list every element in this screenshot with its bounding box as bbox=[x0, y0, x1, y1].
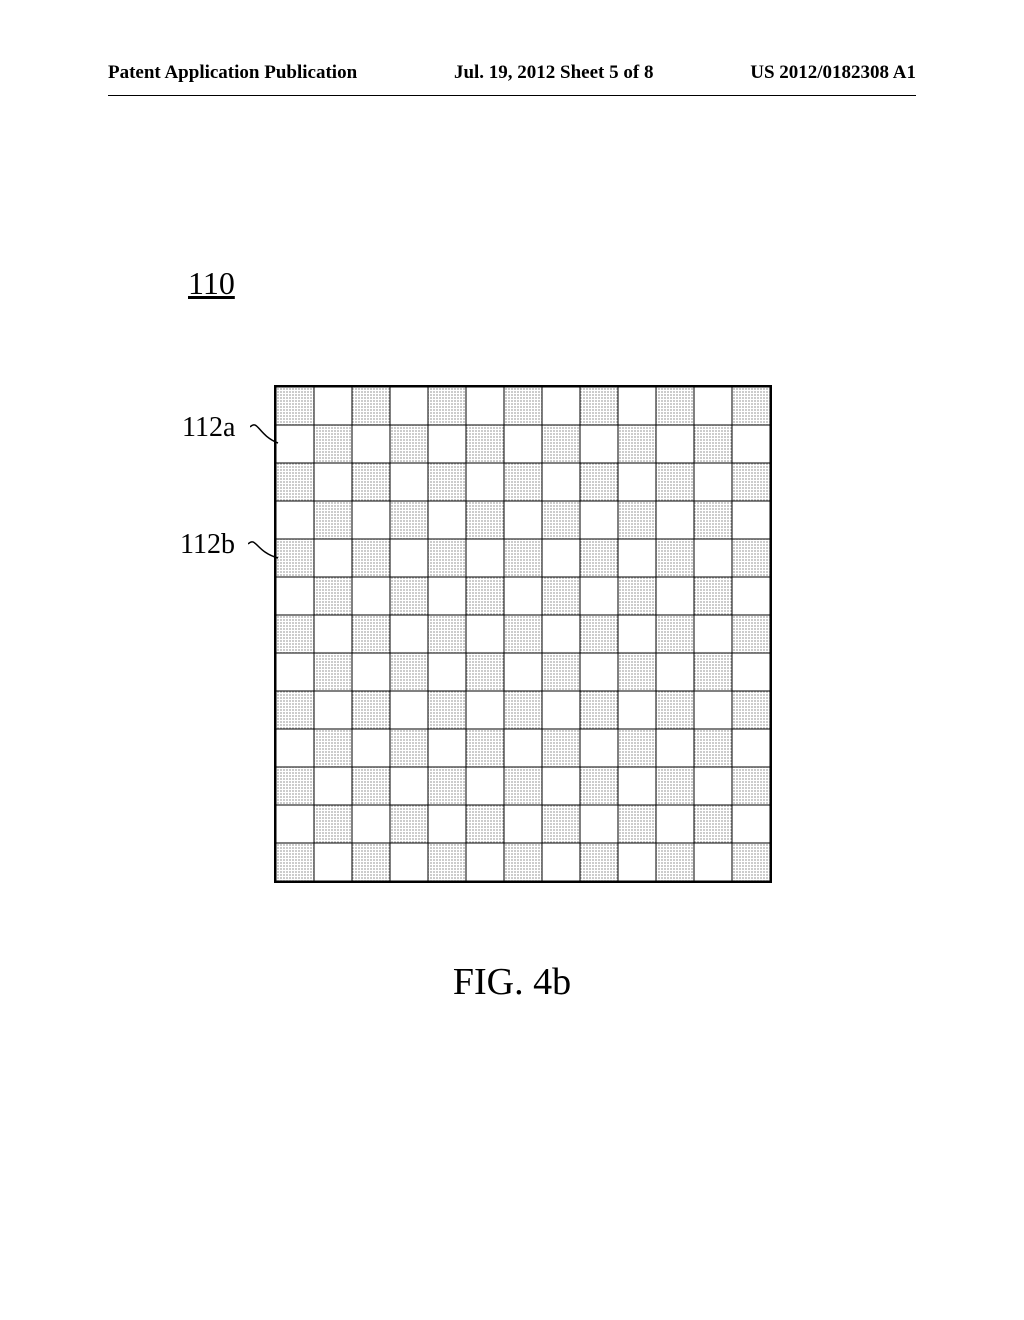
header-center: Jul. 19, 2012 Sheet 5 of 8 bbox=[454, 62, 654, 84]
label-112a: 112a bbox=[182, 412, 235, 444]
lead-line-112a bbox=[250, 415, 290, 455]
figure-caption: FIG. 4b bbox=[0, 960, 1024, 1004]
header-right: US 2012/0182308 A1 bbox=[750, 62, 916, 84]
header-rule bbox=[108, 95, 916, 96]
label-112b: 112b bbox=[180, 529, 235, 561]
lead-line-112b bbox=[248, 532, 288, 572]
page-header: Patent Application Publication Jul. 19, … bbox=[0, 62, 1024, 84]
diagram-reference-number: 110 bbox=[188, 265, 235, 302]
checkerboard-diagram bbox=[274, 385, 772, 883]
header-left: Patent Application Publication bbox=[108, 62, 357, 84]
